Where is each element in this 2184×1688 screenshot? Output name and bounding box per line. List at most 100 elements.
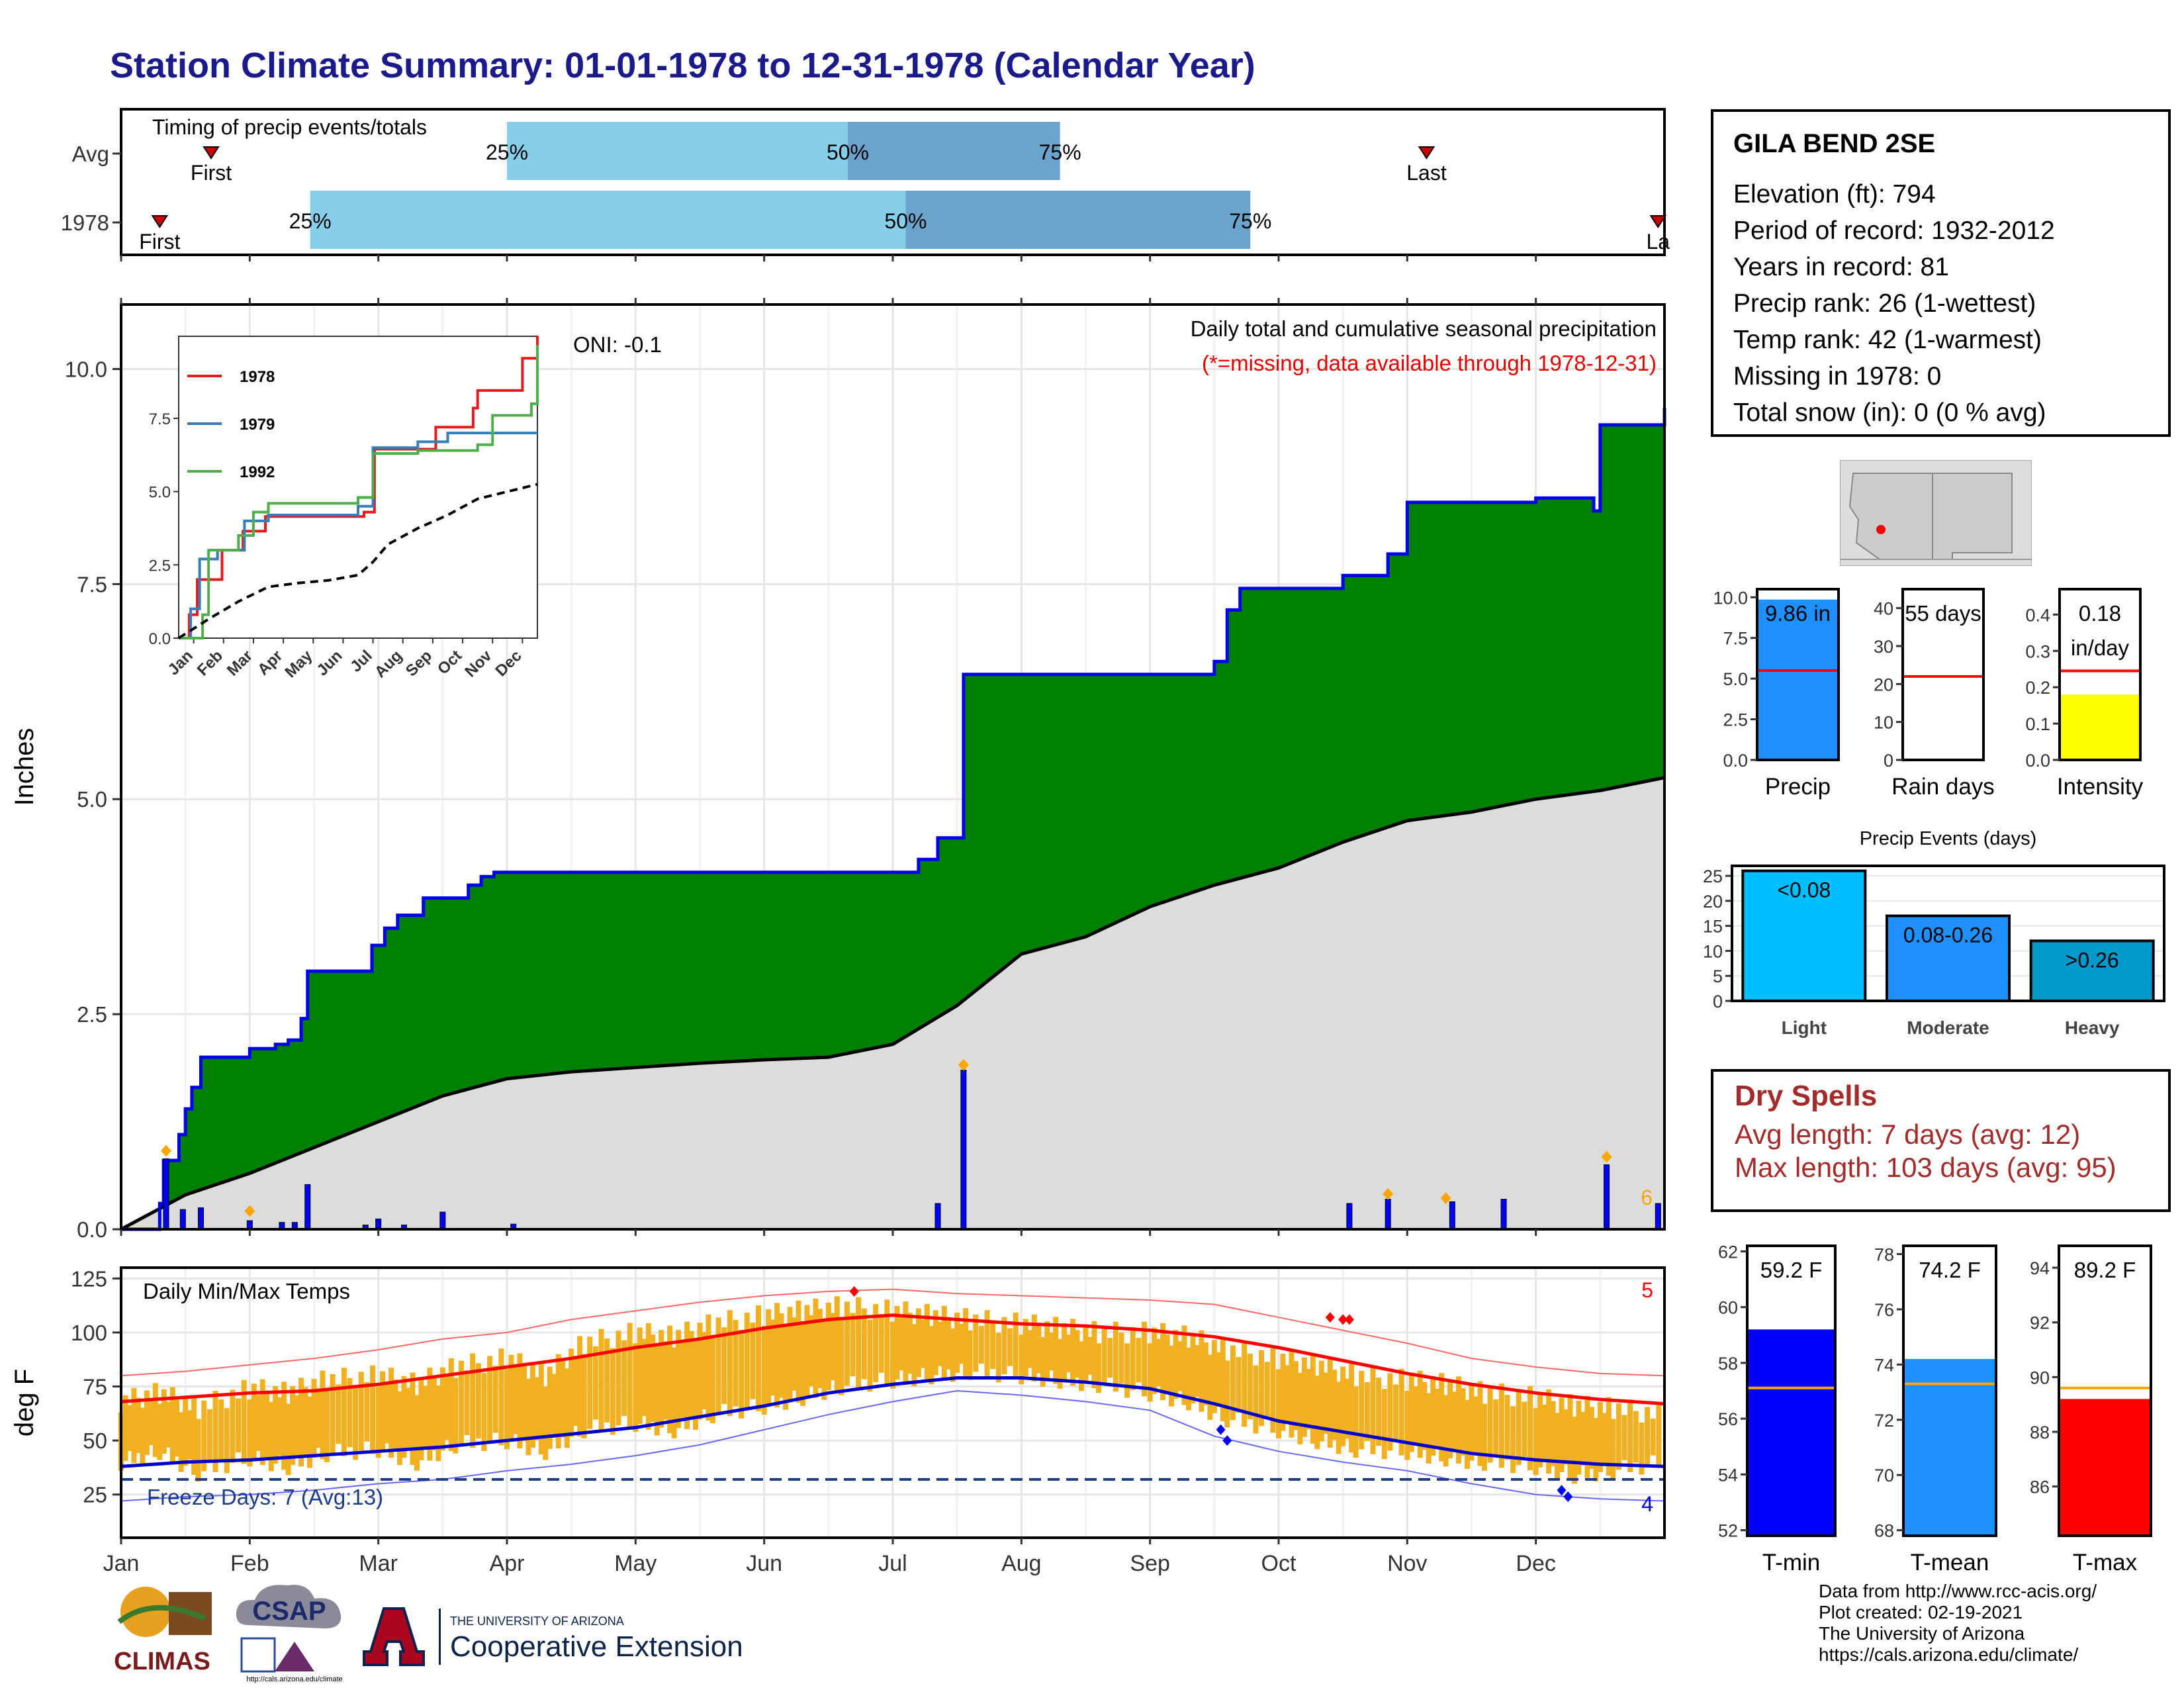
precip-y-tick-label: 2.5: [77, 1002, 107, 1027]
footer-data-source: Data from http://www.rcc-acis.org/: [1819, 1581, 2097, 1601]
precip-y-tick-label: 0.0: [77, 1217, 107, 1238]
daily-temp-range-bar: [587, 1336, 593, 1429]
daily-temp-range-bar: [555, 1354, 561, 1449]
daily-temp-range-bar: [341, 1368, 347, 1457]
daily-precip-bar: [1385, 1199, 1391, 1230]
daily-temp-range-bar: [1359, 1370, 1365, 1450]
precip-events-bar: [2029, 939, 2155, 1002]
daily-temp-range-bar: [1576, 1401, 1582, 1475]
daily-temp-range-bar: [1310, 1353, 1316, 1444]
daily-temp-range-bar: [839, 1317, 844, 1395]
daily-temp-range-bar: [641, 1338, 647, 1417]
inset-frame: [178, 336, 538, 639]
oni-label: ONI: -0.1: [573, 332, 662, 357]
daily-temp-range-bar: [126, 1405, 132, 1452]
record-precip-marker: [161, 1145, 172, 1157]
locator-map: [1840, 460, 2032, 566]
daily-temp-range-bar: [1327, 1358, 1333, 1448]
timing-label: Timing of precip events/totals: [152, 115, 427, 139]
daily-temp-range-bar: [1230, 1345, 1236, 1421]
daily-temp-range-bar: [255, 1395, 261, 1452]
record-precip-marker: [1440, 1192, 1451, 1205]
t_max-y-tick-label: 92: [2030, 1313, 2050, 1333]
precip_total-frame: [1756, 588, 1840, 761]
t_min-category-label: T-min: [1762, 1550, 1821, 1575]
daily-temp-range-bar: [915, 1308, 921, 1378]
daily-temp-range-bar: [1293, 1361, 1298, 1430]
daily-temp-range-bar: [1113, 1321, 1118, 1392]
daily-temp-range-bar: [1057, 1338, 1063, 1389]
daily-temp-range-bar: [1510, 1406, 1516, 1474]
daily-temp-range-bar: [894, 1305, 900, 1380]
daily-temp-range-bar: [475, 1363, 481, 1439]
daily-temp-range-bar: [1584, 1395, 1590, 1478]
rain_days-y-tick-label: 0: [1884, 751, 1893, 771]
precip_total-y-tick-label: 2.5: [1723, 710, 1748, 730]
daily-temp-range-bar: [311, 1379, 317, 1458]
daily-temp-range-bar: [1430, 1377, 1436, 1456]
temp-y-tick-label: 25: [83, 1483, 107, 1507]
cloud-icon: [236, 1585, 341, 1628]
daily-temp-range-bar: [1207, 1354, 1213, 1420]
daily-temp-range-bar: [1567, 1394, 1573, 1479]
daily-temp-range-bar: [739, 1329, 745, 1419]
daily-temp-range-bar: [353, 1388, 359, 1460]
t_max-frame: [2058, 1244, 2152, 1537]
daily-temp-range-bar: [1527, 1385, 1533, 1471]
temp-y-axis-label: deg F: [10, 1369, 39, 1436]
daily-temp-range-bar: [783, 1323, 789, 1410]
precip-events-y-tick-label: 0: [1713, 992, 1723, 1011]
first-event-label: First: [191, 161, 232, 185]
ua-cooperative-extension: Cooperative Extension: [450, 1630, 743, 1663]
daily-temp-range-bar: [1447, 1380, 1453, 1458]
rain_days-y-tick-label: 30: [1874, 637, 1893, 657]
daily-temp-range-bar: [1353, 1386, 1359, 1458]
timing-p25-label: 25%: [486, 140, 528, 164]
daily-temp-range-bar: [978, 1325, 984, 1364]
daily-temp-range-bar: [414, 1395, 420, 1471]
daily-temp-range-bar: [364, 1382, 370, 1442]
daily-temp-range-bar: [778, 1313, 784, 1398]
daily-temp-range-bar: [1066, 1335, 1071, 1373]
daily-temp-range-bar: [825, 1302, 831, 1390]
daily-temp-range-bar: [1493, 1399, 1499, 1455]
daily-temp-range-bar: [1639, 1422, 1645, 1475]
precip-events-bar: [1886, 914, 2011, 1002]
ua-name-small: THE UNIVERSITY OF ARIZONA: [450, 1615, 624, 1628]
precip_total-y-tick-label: 10.0: [1713, 588, 1748, 608]
inset-legend-label: 1992: [240, 463, 275, 481]
daily-temp-range-bar: [890, 1321, 895, 1389]
daily-temp-range-bar: [750, 1322, 756, 1399]
daily-temp-range-bar: [564, 1368, 570, 1448]
daily-temp-range-bar: [212, 1391, 218, 1472]
daily-precip-bar: [439, 1211, 446, 1230]
daily-temp-range-bar: [1588, 1407, 1594, 1469]
daily-temp-range-bar: [577, 1336, 583, 1436]
daily-temp-range-bar: [504, 1369, 510, 1450]
daily-temp-range-bar: [950, 1328, 956, 1382]
t_min-y-tick-label: 60: [1718, 1298, 1738, 1318]
daily-temp-range-bar: [370, 1365, 376, 1454]
timing-row-label: 1978: [61, 211, 109, 235]
daily-temp-range-bar: [281, 1382, 287, 1470]
daily-temp-range-bar: [157, 1403, 163, 1460]
daily-temp-range-bar: [867, 1319, 873, 1392]
daily-temp-range-bar: [1224, 1360, 1230, 1428]
daily-temp-range-bar: [1627, 1399, 1633, 1472]
record-precip-marker: [1383, 1188, 1394, 1200]
station-name: GILA BEND 2SE: [1733, 129, 1936, 158]
daily-temp-range-bar: [799, 1321, 805, 1406]
timing-p25-label: 25%: [289, 209, 332, 233]
t_min-y-tick-label: 58: [1718, 1354, 1738, 1374]
cumulative-precip-line: [121, 407, 1666, 1231]
daily-temp-range-bar: [1426, 1393, 1432, 1464]
rain_days-bg: [1903, 589, 1983, 760]
daily-temp-range-bar: [878, 1315, 884, 1373]
daily-temp-range-bar: [1083, 1325, 1089, 1383]
last-event-label: Last: [1406, 161, 1447, 185]
daily-temp-range-bar: [1247, 1353, 1253, 1420]
daily-temp-range-bar: [1456, 1376, 1462, 1464]
daily-temp-range-bar: [259, 1379, 265, 1466]
daily-temp-range-bar: [650, 1334, 656, 1422]
daily-precip-bar: [1346, 1203, 1353, 1230]
